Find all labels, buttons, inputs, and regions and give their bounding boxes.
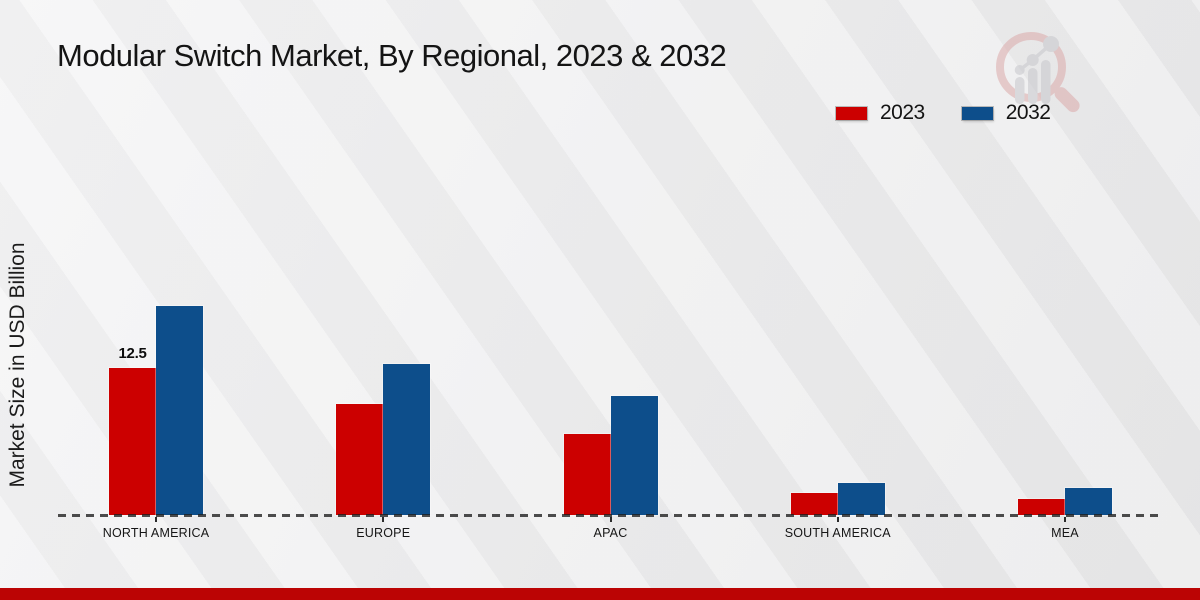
bar-value-label: 12.5 [118,345,147,362]
category-label-apac: APAC [593,526,628,540]
category-label-europe: EUROPE [356,526,411,540]
axis-tick-mea [1064,517,1066,522]
legend-swatch-2032 [961,106,993,120]
chart-title: Modular Switch Market, By Regional, 2023… [57,38,727,73]
category-label-south-america: SOUTH AMERICA [784,526,891,540]
bar-2023-south-america [790,493,838,515]
bar-2032-north-america [156,306,203,515]
axis-tick-north-america [155,517,157,522]
legend-item-2023: 2023 [836,101,925,125]
legend: 2023 2032 [836,101,1051,125]
bar-2032-south-america [837,483,885,515]
bar-2023-north-america [109,368,156,515]
legend-label-2032: 2032 [1005,101,1051,124]
x-axis-baseline [58,514,1160,517]
axis-tick-south-america [836,517,839,522]
brand-footer-bar [0,588,1200,600]
bar-2023-apac [563,434,611,515]
bar-2032-europe [383,364,431,515]
axis-tick-apac [609,517,612,522]
bar-2032-mea [1065,488,1112,515]
bar-2032-apac [610,396,658,515]
category-label-mea: MEA [1051,526,1079,540]
bar-2023-mea [1018,499,1065,515]
axis-tick-europe [382,517,385,522]
category-label-north-america: NORTH AMERICA [102,526,210,540]
legend-item-2032: 2032 [961,101,1051,125]
bar-2023-europe [336,404,384,515]
legend-label-2023: 2023 [880,101,925,124]
brand-logo-magnifier-growth-chart-icon [996,32,1080,113]
legend-swatch-2023 [836,106,867,120]
